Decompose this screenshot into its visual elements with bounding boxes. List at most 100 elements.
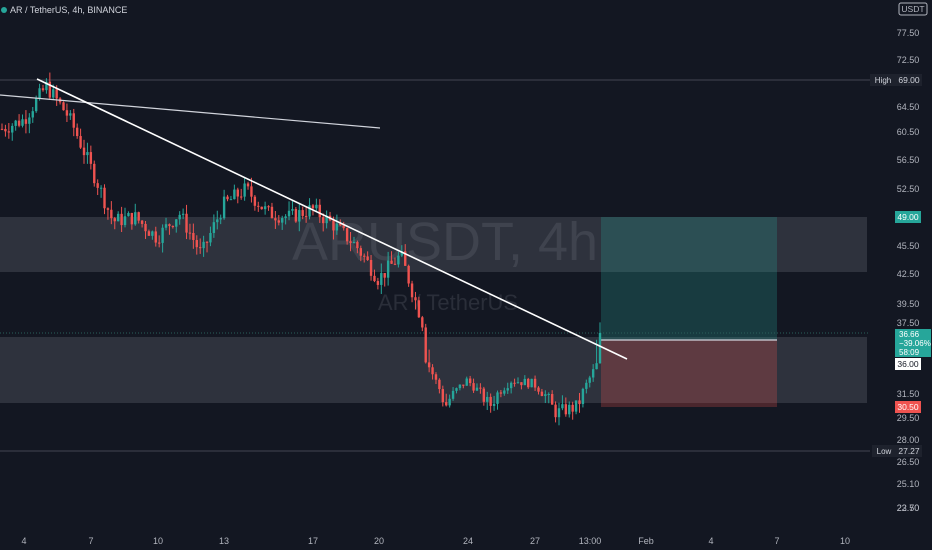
- candle-body[interactable]: [564, 404, 568, 415]
- candle-body[interactable]: [127, 212, 130, 217]
- candle-body[interactable]: [116, 213, 120, 222]
- trendline-1[interactable]: [0, 94, 381, 129]
- candle-body[interactable]: [492, 403, 496, 406]
- candle-body[interactable]: [465, 378, 468, 386]
- candle-body[interactable]: [339, 223, 342, 226]
- candle-body[interactable]: [366, 256, 369, 260]
- candle-body[interactable]: [79, 136, 82, 148]
- candle-body[interactable]: [523, 378, 527, 386]
- candle-body[interactable]: [311, 205, 315, 209]
- candle-body[interactable]: [192, 232, 195, 241]
- candle-body[interactable]: [441, 389, 445, 403]
- candle-body[interactable]: [356, 242, 359, 249]
- candle-body[interactable]: [506, 388, 509, 391]
- candle-body[interactable]: [427, 362, 431, 368]
- candle-body[interactable]: [516, 382, 520, 384]
- candle-body[interactable]: [431, 367, 434, 375]
- candle-body[interactable]: [554, 404, 557, 418]
- candle-body[interactable]: [205, 241, 209, 243]
- candle-body[interactable]: [568, 404, 571, 415]
- candle-body[interactable]: [260, 206, 263, 210]
- candle-body[interactable]: [267, 206, 270, 208]
- candle-body[interactable]: [72, 113, 75, 128]
- candle-body[interactable]: [41, 88, 45, 91]
- candle-body[interactable]: [175, 219, 178, 227]
- candle-body[interactable]: [287, 210, 291, 217]
- candle-body[interactable]: [134, 212, 137, 225]
- candle-body[interactable]: [373, 275, 376, 282]
- candle-body[interactable]: [24, 119, 28, 124]
- candle-body[interactable]: [325, 215, 328, 224]
- candle-body[interactable]: [318, 204, 321, 218]
- candle-body[interactable]: [62, 102, 65, 111]
- candle-body[interactable]: [226, 196, 229, 200]
- candle-body[interactable]: [595, 363, 598, 370]
- candle-body[interactable]: [250, 186, 253, 197]
- candle-body[interactable]: [277, 220, 280, 223]
- candle-body[interactable]: [376, 281, 380, 285]
- candle-body[interactable]: [96, 183, 99, 188]
- candle-body[interactable]: [315, 204, 318, 209]
- candle-body[interactable]: [544, 394, 547, 396]
- candle-body[interactable]: [578, 400, 581, 405]
- candle-body[interactable]: [445, 402, 448, 406]
- candle-body[interactable]: [17, 120, 21, 126]
- candle-body[interactable]: [120, 213, 123, 226]
- candle-body[interactable]: [352, 242, 356, 244]
- candle-body[interactable]: [89, 152, 93, 164]
- candle-body[interactable]: [513, 382, 516, 384]
- candle-body[interactable]: [229, 199, 233, 201]
- candle-body[interactable]: [400, 251, 404, 256]
- candle-body[interactable]: [349, 241, 352, 243]
- candle-body[interactable]: [233, 189, 236, 200]
- candle-body[interactable]: [147, 231, 151, 236]
- candle-body[interactable]: [69, 113, 72, 116]
- candle-body[interactable]: [181, 213, 185, 215]
- candle-body[interactable]: [540, 391, 544, 396]
- candle-body[interactable]: [363, 255, 366, 257]
- candle-body[interactable]: [509, 382, 513, 389]
- candle-body[interactable]: [486, 396, 489, 402]
- candle-body[interactable]: [335, 223, 339, 231]
- candle-body[interactable]: [188, 232, 192, 234]
- candle-body[interactable]: [489, 396, 492, 406]
- candle-body[interactable]: [195, 240, 198, 248]
- candle-body[interactable]: [499, 392, 503, 394]
- candle-body[interactable]: [410, 283, 414, 298]
- candle-body[interactable]: [164, 224, 168, 228]
- candle-body[interactable]: [530, 378, 533, 388]
- candle-body[interactable]: [240, 196, 243, 198]
- candle-body[interactable]: [4, 129, 7, 132]
- candle-body[interactable]: [103, 187, 106, 209]
- chart-title[interactable]: AR / TetherUS, 4h, BINANCE: [10, 5, 127, 15]
- candle-body[interactable]: [393, 263, 397, 265]
- candle-body[interactable]: [475, 387, 479, 391]
- candle-body[interactable]: [45, 81, 48, 91]
- candle-body[interactable]: [151, 231, 154, 236]
- candle-body[interactable]: [52, 89, 55, 98]
- currency-badge[interactable]: [898, 2, 928, 16]
- candle-body[interactable]: [198, 247, 202, 249]
- candle-body[interactable]: [263, 206, 267, 210]
- candle-body[interactable]: [222, 196, 226, 219]
- candle-body[interactable]: [157, 242, 161, 244]
- candle-body[interactable]: [533, 378, 537, 388]
- candle-body[interactable]: [424, 327, 427, 363]
- candle-body[interactable]: [82, 147, 86, 156]
- candle-body[interactable]: [369, 259, 373, 276]
- candle-body[interactable]: [212, 222, 216, 233]
- candle-body[interactable]: [140, 220, 144, 224]
- candle-body[interactable]: [11, 125, 14, 133]
- candle-body[interactable]: [209, 232, 212, 243]
- candle-body[interactable]: [574, 400, 578, 412]
- candle-body[interactable]: [547, 394, 550, 396]
- candle-body[interactable]: [106, 208, 110, 210]
- time-axis[interactable]: 4 7 10 13 17 20 24 27 13:00 Feb 4 7 10: [0, 532, 870, 550]
- candle-body[interactable]: [451, 390, 455, 399]
- candle-body[interactable]: [434, 374, 438, 380]
- candle-body[interactable]: [294, 209, 298, 222]
- candle-body[interactable]: [178, 214, 181, 220]
- candle-body[interactable]: [171, 226, 175, 228]
- candle-body[interactable]: [7, 131, 11, 133]
- candle-body[interactable]: [301, 210, 304, 216]
